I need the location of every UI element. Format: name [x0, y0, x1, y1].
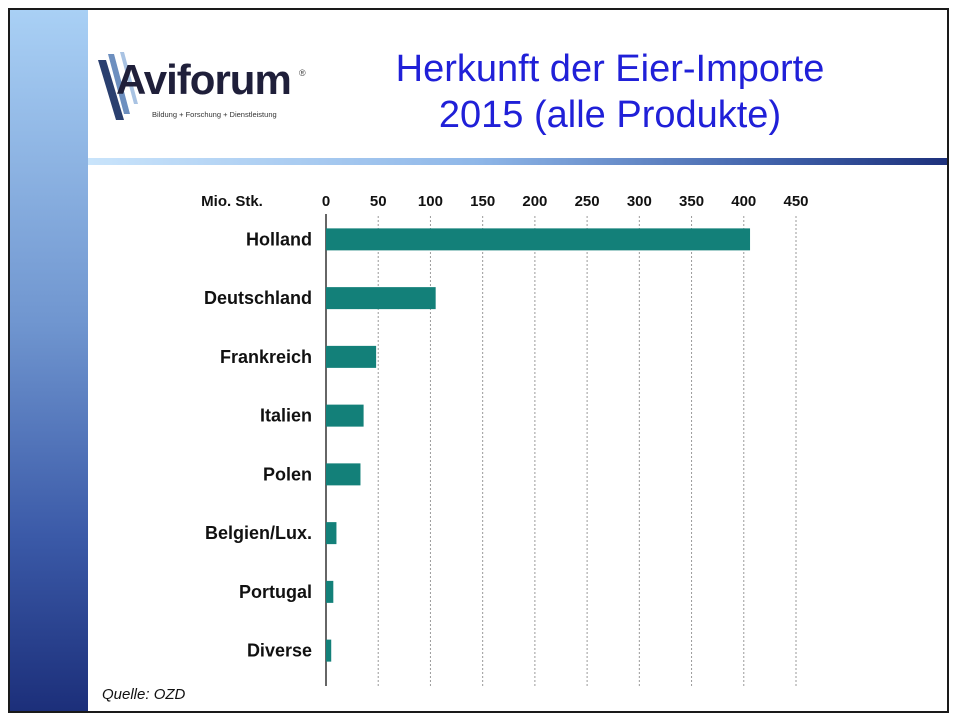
slide-title: Herkunft der Eier-Importe 2015 (alle Pro… [330, 46, 890, 138]
category-label: Belgien/Lux. [205, 523, 312, 543]
bar [326, 228, 751, 251]
x-tick-label: 300 [627, 193, 652, 210]
x-tick-label: 50 [370, 193, 387, 210]
logo-mark-icon [98, 52, 138, 120]
bar [326, 287, 436, 310]
x-tick-label: 350 [679, 193, 704, 210]
side-gradient-bar [10, 10, 88, 711]
x-tick-label: 250 [575, 193, 600, 210]
aviforum-logo: Aviforum ® Bildung + Forschung + Dienstl… [94, 48, 324, 138]
category-label: Portugal [239, 582, 312, 602]
slide-frame: Aviforum ® Bildung + Forschung + Dienstl… [8, 8, 949, 713]
logo-wordmark: Aviforum [116, 56, 292, 103]
x-tick-label: 150 [470, 193, 495, 210]
category-label: Frankreich [220, 347, 312, 367]
category-label: Italien [260, 406, 312, 426]
title-line-2: 2015 (alle Produkte) [438, 94, 782, 136]
bar [326, 580, 334, 603]
source-note: Quelle: OZD [102, 686, 186, 703]
x-tick-label: 450 [783, 193, 808, 210]
x-tick-label: 100 [418, 193, 443, 210]
x-tick-label: 200 [522, 193, 547, 210]
bar [326, 463, 361, 486]
logo-tagline: Bildung + Forschung + Dienstleistung [152, 110, 277, 119]
header-rule [88, 158, 947, 165]
x-tick-label: 400 [731, 193, 756, 210]
category-label: Diverse [247, 641, 312, 661]
logo-registered-mark: ® [299, 68, 306, 78]
bar [326, 639, 332, 662]
bar-chart: 0 50 100 150 200 250 300 350 400 450 Mio. Stk. Holl… [201, 193, 809, 686]
bar [326, 404, 364, 427]
category-label: Holland [246, 229, 312, 249]
bar [326, 522, 337, 545]
category-label: Polen [263, 464, 312, 484]
category-label: Deutschland [204, 288, 312, 308]
unit-label: Mio. Stk. [201, 193, 263, 210]
x-tick-label: 0 [322, 193, 330, 210]
bar [326, 345, 377, 368]
title-line-1: Herkunft der Eier-Importe [395, 48, 825, 90]
